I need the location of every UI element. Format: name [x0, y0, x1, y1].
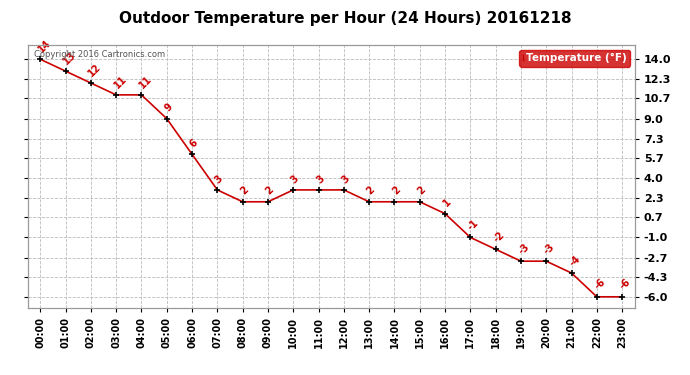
Text: 3: 3: [339, 173, 351, 185]
Text: 3: 3: [315, 173, 326, 185]
Text: 3: 3: [289, 173, 301, 185]
Text: -3: -3: [542, 242, 557, 256]
Text: Copyright 2016 Cartronics.com: Copyright 2016 Cartronics.com: [34, 50, 165, 59]
Text: 2: 2: [365, 185, 377, 197]
Text: 6: 6: [188, 138, 199, 149]
Text: 2: 2: [239, 185, 250, 197]
Text: 2: 2: [415, 185, 427, 197]
Text: -6: -6: [593, 277, 607, 292]
Text: 2: 2: [264, 185, 275, 197]
Text: 13: 13: [61, 50, 78, 66]
Text: -4: -4: [567, 254, 582, 268]
Text: -2: -2: [491, 230, 506, 244]
Text: 14: 14: [36, 38, 52, 54]
Text: -1: -1: [466, 218, 481, 232]
Text: 1: 1: [441, 197, 453, 209]
Text: 3: 3: [213, 173, 225, 185]
Text: 2: 2: [391, 185, 402, 197]
Text: 9: 9: [163, 102, 175, 114]
Text: Outdoor Temperature per Hour (24 Hours) 20161218: Outdoor Temperature per Hour (24 Hours) …: [119, 11, 571, 26]
Text: 11: 11: [137, 74, 154, 90]
Text: -3: -3: [517, 242, 531, 256]
Text: 11: 11: [112, 74, 128, 90]
Text: 12: 12: [87, 62, 104, 78]
Text: -6: -6: [618, 277, 633, 292]
Legend: Temperature (°F): Temperature (°F): [520, 50, 629, 66]
